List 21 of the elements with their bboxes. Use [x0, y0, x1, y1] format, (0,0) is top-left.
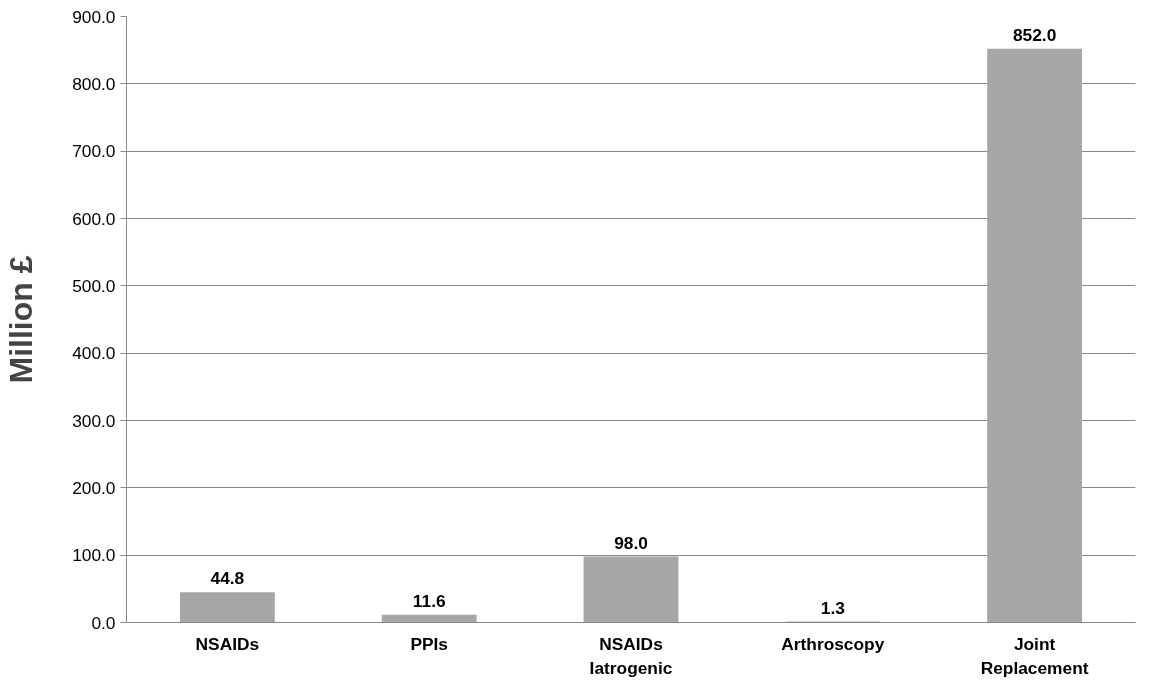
- data-label: 44.8: [210, 568, 245, 589]
- y-axis-title: Million £: [3, 255, 40, 384]
- data-label: 852.0: [1012, 24, 1057, 45]
- x-tick-label: NSAIDs Iatrogenic: [589, 633, 673, 678]
- data-label: 11.6: [412, 590, 446, 611]
- y-tick-label: 300.0: [72, 410, 116, 431]
- y-tick-label: 200.0: [72, 477, 116, 498]
- x-tick-label: PPIs: [410, 633, 448, 654]
- y-tick-label: 700.0: [72, 141, 116, 162]
- x-tick-label: Arthroscopy: [781, 633, 885, 654]
- y-tick-label: 0.0: [91, 612, 116, 633]
- data-label: 1.3: [820, 597, 846, 618]
- y-tick-label: 400.0: [72, 343, 116, 364]
- y-tick-label: 800.0: [72, 73, 116, 94]
- y-tick-label: 900.0: [72, 6, 116, 27]
- x-tick-label: Joint Replacement: [980, 633, 1089, 678]
- y-tick-label: 600.0: [72, 208, 116, 229]
- x-tick-label: NSAIDs: [195, 633, 260, 654]
- y-tick-label: 100.0: [72, 545, 116, 566]
- y-tick-label: 500.0: [72, 275, 116, 296]
- data-label: 98.0: [614, 532, 648, 553]
